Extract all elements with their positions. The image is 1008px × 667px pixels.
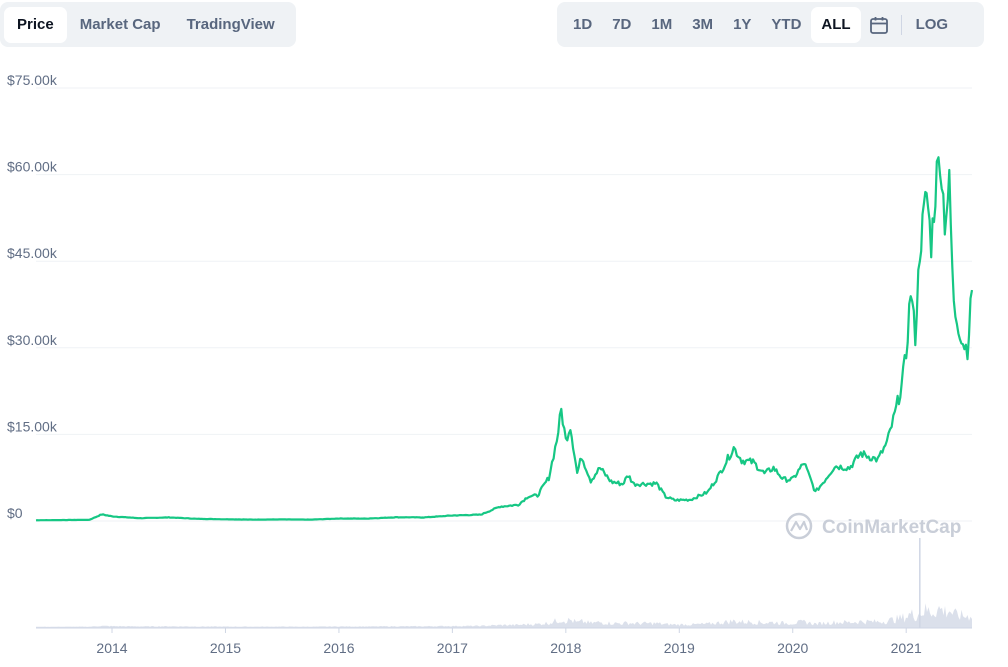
range-1y-button[interactable]: 1Y	[733, 15, 752, 33]
log-scale-toggle[interactable]: LOG	[915, 15, 949, 33]
time-range-selector: 1D 7D 1M 3M 1Y YTD ALL LOG	[557, 2, 984, 47]
x-tick-label: 2021	[891, 640, 922, 656]
y-tick-label: $15.00k	[7, 418, 58, 434]
y-tick-label: $45.00k	[7, 245, 58, 261]
price-line	[35, 156, 974, 522]
watermark-text: CoinMarketCap	[822, 517, 961, 538]
toolbar-divider	[900, 14, 902, 35]
range-3m-button[interactable]: 3M	[692, 15, 714, 33]
chart-gridlines	[36, 87, 972, 522]
range-1m-button[interactable]: 1M	[651, 15, 673, 33]
range-1d-button[interactable]: 1D	[573, 15, 593, 33]
x-tick-label: 2018	[550, 640, 581, 656]
y-tick-label: $60.00k	[7, 159, 58, 175]
chart-type-tabs: Price Market Cap TradingView	[0, 2, 296, 47]
y-tick-label: $0	[7, 505, 23, 521]
range-7d-button[interactable]: 7D	[612, 15, 632, 33]
x-tick-label: 2014	[96, 640, 127, 656]
x-tick-label: 2019	[664, 640, 695, 656]
y-tick-label: $75.00k	[7, 72, 58, 88]
volume-bars	[36, 538, 972, 628]
tab-price[interactable]: Price	[4, 6, 67, 43]
tab-market-cap[interactable]: Market Cap	[79, 15, 161, 33]
tab-tradingview[interactable]: TradingView	[186, 15, 275, 33]
y-axis-labels: $75.00k $60.00k $45.00k $30.00k $15.00k $0	[7, 72, 58, 521]
price-chart: $75.00k $60.00k $45.00k $30.00k $15.00k $0 Co…	[7, 72, 974, 656]
x-axis-labels: 2014 2015 2016 2017 2018 2019 2020 2021	[96, 628, 922, 656]
y-tick-label: $30.00k	[7, 332, 58, 348]
watermark: CoinMarketCap	[785, 512, 961, 540]
coinmarketcap-logo-icon	[785, 512, 813, 540]
x-tick-label: 2017	[437, 640, 468, 656]
x-tick-label: 2015	[210, 640, 241, 656]
x-tick-label: 2016	[323, 640, 354, 656]
volume-area	[36, 603, 972, 628]
x-tick-label: 2020	[777, 640, 808, 656]
calendar-icon[interactable]	[861, 7, 897, 43]
range-ytd-button[interactable]: YTD	[771, 15, 802, 33]
range-all-button[interactable]: ALL	[811, 6, 861, 43]
